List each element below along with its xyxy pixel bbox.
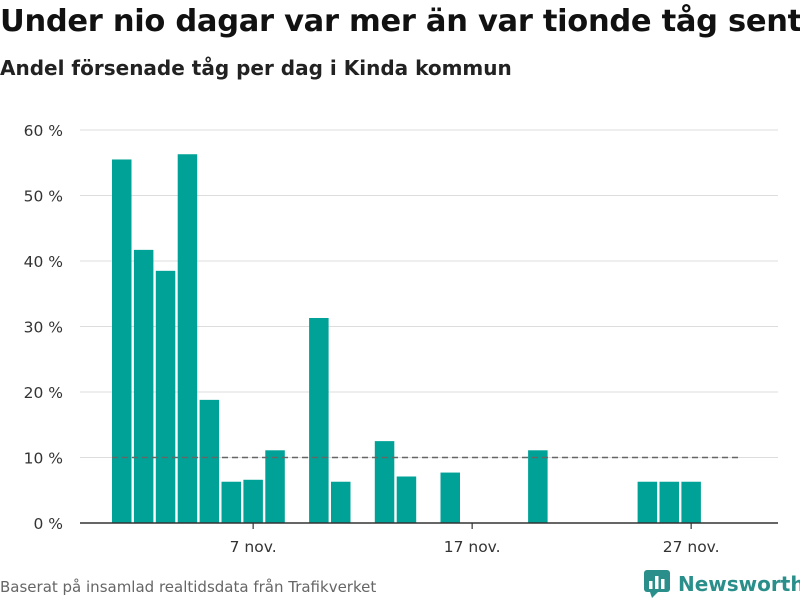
bar <box>199 399 220 523</box>
y-tick-label: 30 % <box>24 319 63 337</box>
bar <box>221 481 241 523</box>
bar <box>528 450 548 523</box>
y-tick-label: 10 % <box>24 450 63 468</box>
brand-name: Newsworthy <box>678 572 800 596</box>
bar <box>243 479 263 523</box>
bar <box>133 249 154 524</box>
bar <box>331 481 351 523</box>
bar <box>374 441 395 523</box>
bar <box>177 154 198 524</box>
axes: 0 % 10 % 20 % 30 % 40 % 50 % 60 % 7 nov. 17 nov.… <box>24 122 778 556</box>
bars <box>112 154 701 524</box>
y-tick-label: 40 % <box>24 253 63 271</box>
y-tick-label: 60 % <box>24 122 63 140</box>
y-tick-label: 50 % <box>24 188 63 206</box>
y-tick-label: 20 % <box>24 384 63 402</box>
bar <box>440 472 460 523</box>
bar <box>396 476 417 523</box>
bar <box>265 450 285 523</box>
chart-subtitle: Andel försenade tåg per dag i Kinda komm… <box>0 56 512 80</box>
chart-title: Under nio dagar var mer än var tionde tå… <box>0 4 800 39</box>
y-tick-label: 0 % <box>33 515 63 533</box>
x-tick-label: 17 nov. <box>444 538 501 556</box>
bar <box>155 270 176 523</box>
brand-logo[interactable]: Newsworthy <box>644 570 800 598</box>
bar-chart-logo-icon <box>644 570 670 598</box>
bar <box>637 481 658 523</box>
bar <box>309 317 329 523</box>
x-tick-label: 27 nov. <box>663 538 720 556</box>
x-tick-label: 7 nov. <box>230 538 277 556</box>
bar <box>681 481 701 523</box>
source-note: Baserat på insamlad realtidsdata från Tr… <box>0 578 377 596</box>
bar <box>112 159 132 523</box>
bar <box>659 481 679 523</box>
